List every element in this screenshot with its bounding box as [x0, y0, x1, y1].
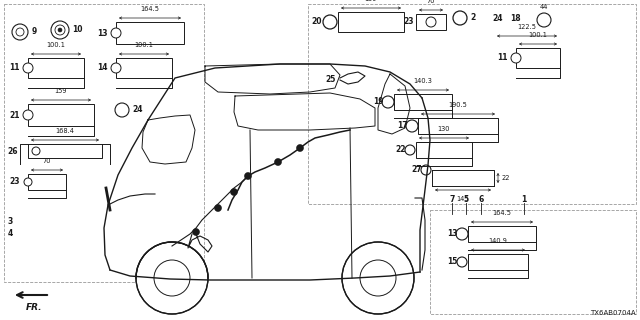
- Circle shape: [32, 147, 40, 155]
- Text: 15: 15: [447, 258, 458, 267]
- Text: 10: 10: [72, 26, 83, 35]
- Bar: [28, 104, 94, 126]
- Text: 130: 130: [438, 126, 451, 132]
- Circle shape: [111, 63, 121, 73]
- Circle shape: [453, 11, 467, 25]
- Text: 9: 9: [32, 28, 37, 36]
- Circle shape: [456, 228, 468, 240]
- Text: 22: 22: [396, 146, 406, 155]
- Text: 159: 159: [365, 0, 377, 2]
- Text: 190.5: 190.5: [449, 102, 467, 108]
- Text: 11: 11: [10, 63, 20, 73]
- Text: 122.5: 122.5: [518, 24, 536, 30]
- Circle shape: [382, 96, 394, 108]
- Text: 22: 22: [502, 175, 511, 181]
- Circle shape: [214, 204, 221, 212]
- Bar: [468, 254, 528, 270]
- Circle shape: [111, 28, 121, 38]
- Circle shape: [296, 145, 303, 151]
- Bar: [418, 118, 498, 134]
- Bar: [338, 12, 404, 32]
- Text: 25: 25: [326, 76, 336, 84]
- Bar: [28, 58, 84, 78]
- Circle shape: [323, 15, 337, 29]
- Circle shape: [511, 53, 521, 63]
- Circle shape: [406, 120, 418, 132]
- Text: 145: 145: [457, 196, 469, 202]
- Text: 164.5: 164.5: [141, 6, 159, 12]
- Text: 13: 13: [447, 229, 458, 238]
- Text: 2: 2: [470, 13, 476, 22]
- Bar: [468, 226, 536, 242]
- Circle shape: [230, 188, 237, 196]
- Bar: [4, 4, 204, 282]
- Text: 19: 19: [374, 98, 384, 107]
- Text: 44: 44: [540, 4, 548, 10]
- Bar: [308, 4, 636, 204]
- Text: 168.4: 168.4: [56, 128, 74, 134]
- Text: 26: 26: [8, 147, 18, 156]
- Text: 27: 27: [412, 165, 422, 174]
- Text: 3: 3: [8, 218, 13, 227]
- Circle shape: [457, 257, 467, 267]
- Bar: [116, 58, 172, 78]
- Circle shape: [244, 172, 252, 180]
- Circle shape: [136, 242, 208, 314]
- Text: 159: 159: [55, 88, 67, 94]
- Circle shape: [275, 158, 282, 165]
- Text: 14: 14: [97, 63, 108, 73]
- Text: 140.3: 140.3: [413, 78, 433, 84]
- Bar: [116, 22, 184, 44]
- Text: 6: 6: [478, 196, 484, 204]
- Text: 5: 5: [463, 196, 468, 204]
- Circle shape: [24, 178, 32, 186]
- Text: 24: 24: [493, 14, 503, 23]
- Text: 21: 21: [10, 110, 20, 119]
- Circle shape: [193, 228, 200, 236]
- Text: 13: 13: [97, 28, 108, 37]
- Circle shape: [58, 28, 62, 32]
- Text: 23: 23: [403, 18, 414, 27]
- Circle shape: [421, 165, 431, 175]
- Text: TX6AB0704A: TX6AB0704A: [590, 310, 636, 316]
- Bar: [416, 142, 472, 158]
- Text: 4: 4: [8, 229, 13, 238]
- Text: 11: 11: [497, 53, 508, 62]
- Text: 20: 20: [312, 18, 322, 27]
- Text: 70: 70: [427, 0, 435, 4]
- Text: 100.1: 100.1: [134, 42, 154, 48]
- Circle shape: [405, 145, 415, 155]
- Text: 23: 23: [10, 178, 20, 187]
- Bar: [516, 48, 560, 68]
- Bar: [394, 94, 452, 110]
- Text: 140.9: 140.9: [488, 238, 508, 244]
- Text: FR.: FR.: [26, 303, 42, 312]
- Text: 100.1: 100.1: [47, 42, 65, 48]
- Text: 70: 70: [43, 158, 51, 164]
- Bar: [28, 144, 102, 158]
- Circle shape: [23, 63, 33, 73]
- Text: 24: 24: [132, 106, 143, 115]
- Bar: [430, 210, 636, 314]
- Text: 100.1: 100.1: [529, 32, 547, 38]
- Circle shape: [23, 110, 33, 120]
- Bar: [28, 174, 66, 190]
- Text: 7: 7: [449, 196, 454, 204]
- Text: 17: 17: [397, 122, 408, 131]
- Text: 1: 1: [522, 196, 527, 204]
- Circle shape: [342, 242, 414, 314]
- Bar: [416, 14, 446, 30]
- Text: 164.5: 164.5: [493, 210, 511, 216]
- Text: 18: 18: [510, 14, 520, 23]
